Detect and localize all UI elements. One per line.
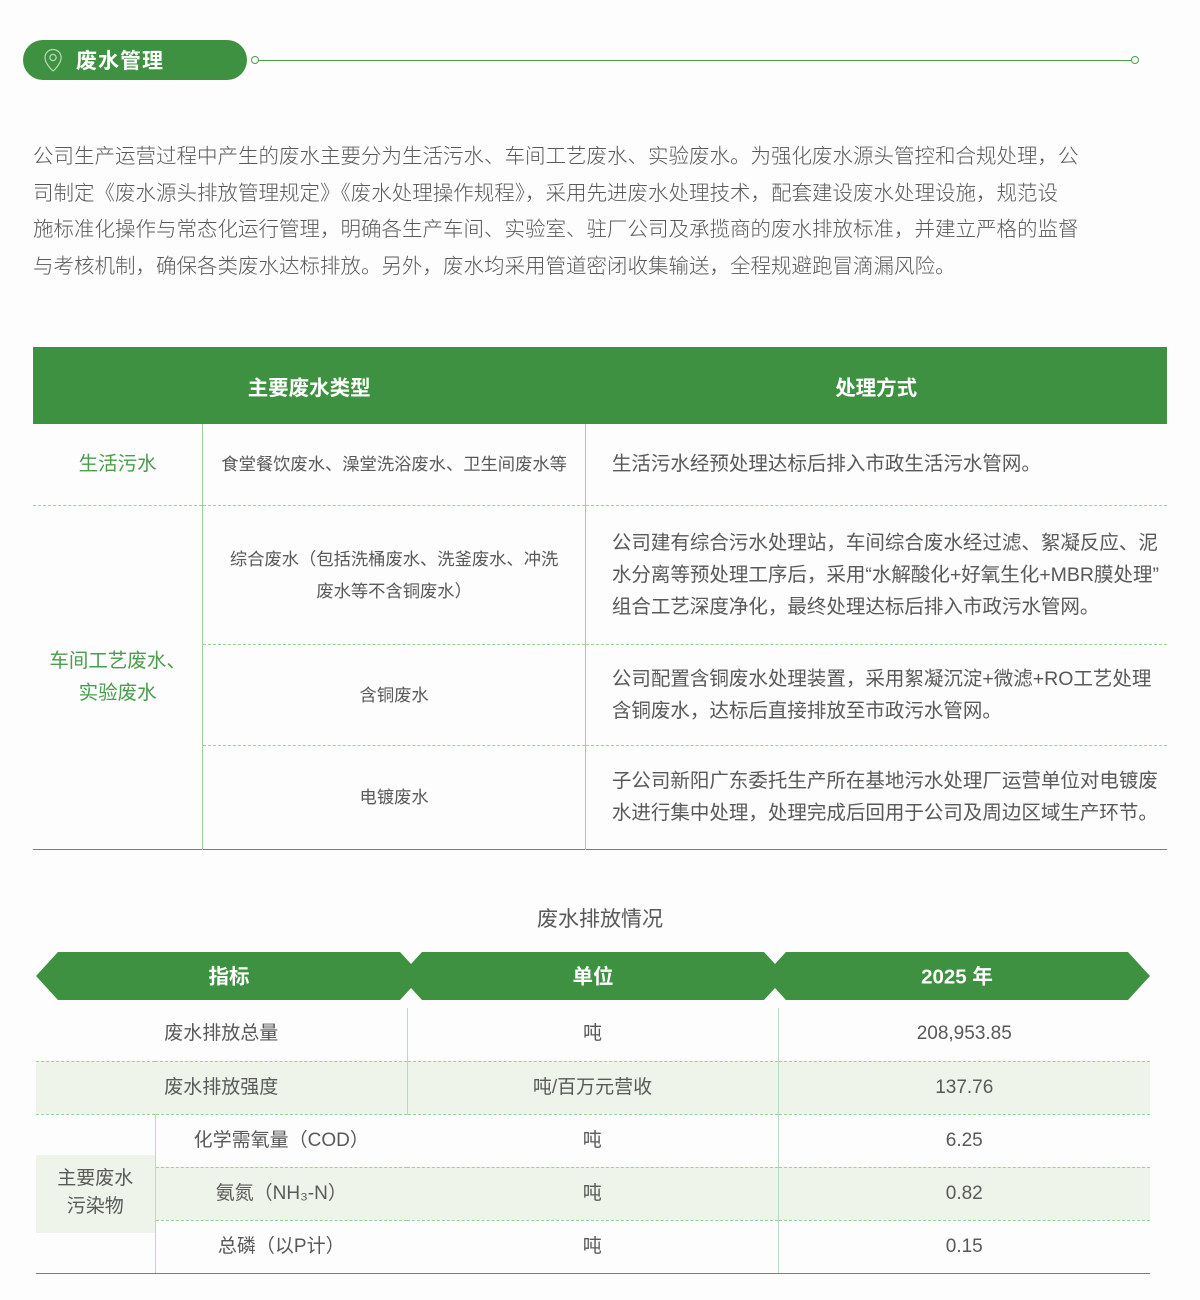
svg-text:指标: 指标: [209, 965, 250, 988]
svg-text:单位: 单位: [573, 964, 614, 988]
svg-text:2025 年: 2025 年: [921, 965, 993, 988]
